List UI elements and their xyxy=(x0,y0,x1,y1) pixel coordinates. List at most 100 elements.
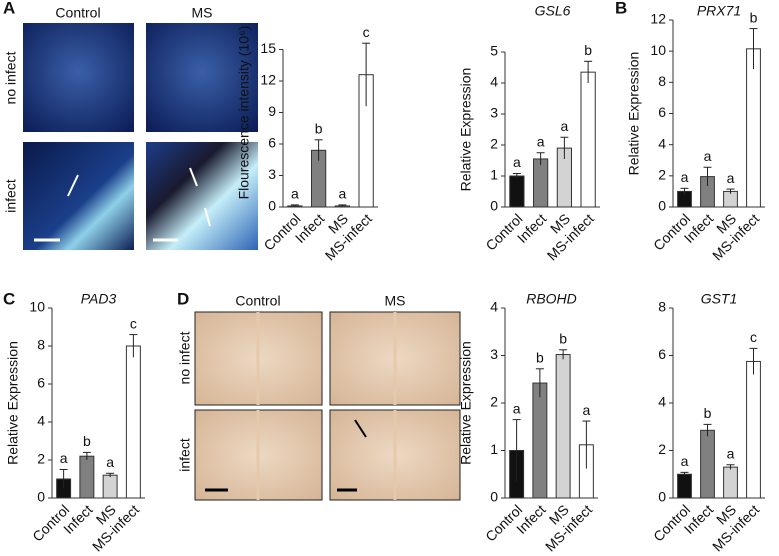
chart-title: RBOHD xyxy=(526,291,577,307)
bar xyxy=(79,455,95,499)
chart-title: PRX71 xyxy=(697,3,741,19)
bar xyxy=(509,175,525,208)
significance-letter: a xyxy=(537,133,545,149)
arrow xyxy=(354,419,367,438)
y-tick-label: 0 xyxy=(658,489,666,505)
significance-letter: b xyxy=(315,121,323,137)
row-label: infect xyxy=(177,438,193,472)
significance-letter: a xyxy=(681,169,689,185)
y-tick-label: 6 xyxy=(658,104,666,120)
y-tick-label: 4 xyxy=(37,413,45,429)
row-label: infect xyxy=(3,179,19,213)
y-tick-label: 0 xyxy=(268,198,276,214)
y-tick-label: 2 xyxy=(658,441,666,457)
arrow xyxy=(204,207,211,227)
significance-letter: c xyxy=(363,24,370,40)
significance-letter: b xyxy=(536,350,544,366)
bar xyxy=(125,345,141,499)
significance-letter: a xyxy=(106,454,114,470)
y-tick-label: 10 xyxy=(650,42,666,58)
significance-letter: b xyxy=(704,405,712,421)
panel-a-images: A Control MS no infect infect xyxy=(3,0,258,250)
bar xyxy=(580,71,596,208)
panel-letter: B xyxy=(615,0,627,17)
y-axis-label: Relative Expression xyxy=(5,341,21,465)
image xyxy=(23,142,134,250)
y-tick-label: 2 xyxy=(490,136,498,152)
y-tick-label: 0 xyxy=(490,198,498,214)
y-tick-label: 10 xyxy=(29,299,45,315)
y-tick-label: 4 xyxy=(490,74,498,90)
y-axis-label: Relative Expression xyxy=(458,341,474,465)
significance-letter: a xyxy=(291,186,299,202)
y-tick-label: 4 xyxy=(658,135,666,151)
significance-letter: b xyxy=(584,42,592,58)
y-tick-label: 12 xyxy=(650,11,666,27)
significance-letter: c xyxy=(750,329,757,345)
bar xyxy=(677,473,692,499)
y-tick-label: 9 xyxy=(268,103,276,119)
x-tick-label: MS-infect xyxy=(89,501,142,554)
significance-letter: a xyxy=(60,450,68,466)
bar xyxy=(532,382,548,499)
y-tick-label: 6 xyxy=(268,135,276,151)
y-tick-label: 1 xyxy=(490,441,498,457)
y-tick-label: 2 xyxy=(37,451,45,467)
x-tick-label: MS-infect xyxy=(322,210,375,263)
panel-letter: C xyxy=(3,289,15,308)
chart-title: GST1 xyxy=(701,291,738,307)
y-tick-label: 6 xyxy=(658,346,666,362)
bar xyxy=(533,158,549,208)
significance-letter: a xyxy=(727,170,735,186)
image xyxy=(146,142,258,250)
y-tick-label: 0 xyxy=(490,489,498,505)
bar xyxy=(746,360,761,499)
y-tick-label: 5 xyxy=(490,43,498,59)
significance-letter: a xyxy=(560,118,568,134)
x-tick-label: MS-infect xyxy=(542,501,595,554)
y-tick-label: 12 xyxy=(260,72,276,88)
significance-letter: a xyxy=(681,453,689,469)
y-axis-label: Flourescence intensity (10⁶) xyxy=(236,26,252,200)
arrow xyxy=(67,174,79,197)
y-tick-label: 2 xyxy=(658,167,666,183)
y-tick-label: 6 xyxy=(37,375,45,391)
y-tick-label: 8 xyxy=(658,299,666,315)
bar xyxy=(555,354,571,499)
significance-letter: a xyxy=(513,154,521,170)
y-tick-label: 1 xyxy=(490,167,498,183)
y-axis-label: Relative Expression xyxy=(626,52,642,176)
row-label: no infect xyxy=(3,51,19,104)
y-axis-label: Relative Expression xyxy=(458,68,474,192)
y-tick-label: 8 xyxy=(37,337,45,353)
row-label: no infect xyxy=(177,331,193,384)
image xyxy=(146,23,258,132)
y-tick-label: 0 xyxy=(37,489,45,505)
image xyxy=(23,23,134,132)
significance-letter: a xyxy=(582,402,590,418)
column-label: MS xyxy=(192,5,213,21)
y-tick-label: 15 xyxy=(260,40,276,56)
y-tick-label: 3 xyxy=(490,105,498,121)
y-tick-label: 4 xyxy=(490,299,498,315)
significance-letter: b xyxy=(559,331,567,347)
panel-letter: A xyxy=(3,0,15,17)
bar xyxy=(700,429,715,499)
significance-letter: a xyxy=(513,400,521,416)
significance-letter: a xyxy=(704,148,712,164)
significance-letter: b xyxy=(83,433,91,449)
panel-d-images: D Control MS no infect infect xyxy=(177,289,461,501)
y-tick-label: 0 xyxy=(658,198,666,214)
significance-letter: b xyxy=(750,9,758,25)
y-tick-label: 2 xyxy=(490,394,498,410)
y-tick-label: 3 xyxy=(268,166,276,182)
column-label: MS xyxy=(385,293,406,309)
significance-letter: a xyxy=(727,445,735,461)
bar xyxy=(102,474,118,499)
significance-letter: c xyxy=(130,315,137,331)
y-tick-label: 3 xyxy=(490,346,498,362)
y-tick-label: 8 xyxy=(658,73,666,89)
significance-letter: a xyxy=(338,186,346,202)
column-label: Control xyxy=(235,293,280,309)
